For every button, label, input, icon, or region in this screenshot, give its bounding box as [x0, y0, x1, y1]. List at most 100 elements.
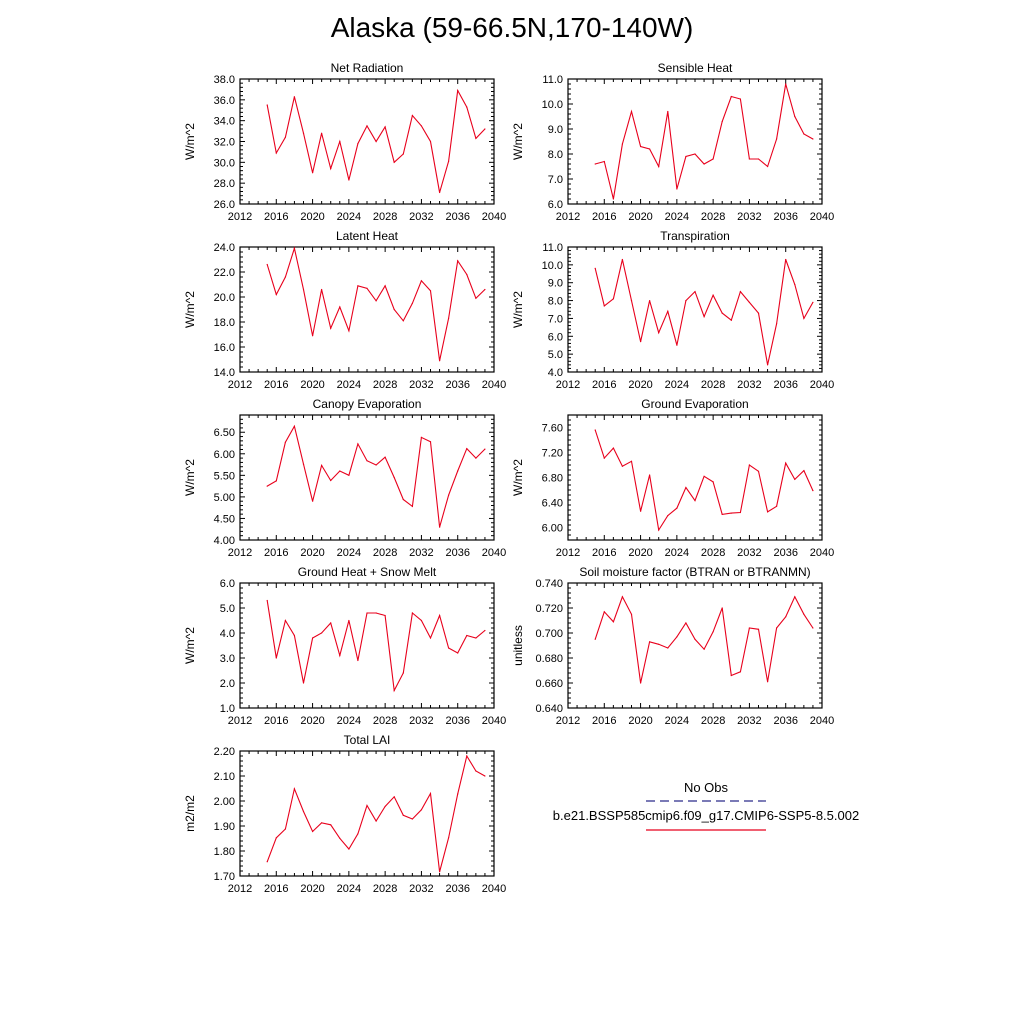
data-point: [366, 460, 368, 462]
x-tick-label: 2024: [337, 211, 361, 223]
y-axis-label: W/m^2: [183, 123, 197, 160]
data-point: [420, 280, 422, 282]
y-tick-label: 22.0: [214, 267, 235, 279]
y-tick-label: 3.0: [220, 653, 235, 665]
y-tick-label: 1.0: [220, 703, 235, 715]
y-tick-label: 9.0: [548, 278, 563, 290]
data-point: [767, 165, 769, 168]
y-tick-label: 11.0: [542, 242, 563, 254]
data-point: [348, 848, 350, 850]
data-point: [439, 526, 441, 528]
data-point: [348, 179, 350, 181]
data-point: [284, 619, 286, 622]
y-tick-label: 38.0: [214, 74, 235, 86]
data-point: [357, 833, 359, 835]
data-point: [776, 627, 778, 629]
data-point: [685, 486, 687, 489]
data-point: [330, 824, 332, 826]
data-point: [594, 163, 596, 165]
data-point: [284, 828, 286, 830]
x-tick-label: 2016: [592, 211, 616, 223]
y-tick-label: 8.0: [548, 296, 563, 308]
data-point: [275, 837, 277, 839]
panel-title: Transpiration: [660, 229, 730, 243]
data-point: [484, 448, 486, 450]
legend-model-label: b.e21.BSSP585cmip6.f09_g17.CMIP6-SSP5-8.…: [553, 808, 859, 823]
data-point: [293, 96, 295, 98]
x-tick-label: 2024: [665, 715, 689, 727]
data-point: [466, 634, 468, 637]
plot-frame: [239, 750, 495, 877]
series-line: [266, 246, 486, 361]
x-tick-label: 2016: [592, 715, 616, 727]
data-point: [384, 805, 386, 808]
panel-title: Soil moisture factor (BTRAN or BTRANMN): [579, 565, 810, 579]
x-tick-label: 2020: [300, 547, 324, 559]
data-point: [676, 636, 678, 638]
y-tick-label: 5.00: [214, 492, 235, 504]
x-tick-label: 2020: [300, 379, 324, 391]
x-tick-label: 2036: [773, 379, 797, 391]
data-point: [266, 104, 268, 106]
plot-frame: [239, 78, 495, 205]
chart-panel-1: Net Radiation W/m^2 2012 2016 2020 2024 2028 20…: [183, 61, 506, 223]
data-point: [266, 263, 268, 266]
data-point: [266, 485, 268, 487]
data-point: [630, 613, 633, 615]
data-point: [284, 441, 286, 443]
data-point: [302, 132, 305, 134]
data-point: [420, 125, 422, 127]
y-tick-label: 34.0: [214, 116, 235, 128]
chart-panel-7: Ground Heat + Snow Melt W/m^2 2012 2016 2020…: [183, 565, 506, 727]
y-tick-label: 0.720: [535, 603, 563, 615]
data-point: [457, 793, 459, 795]
data-point: [429, 290, 432, 292]
x-tick-label: 2036: [445, 883, 469, 895]
data-point: [284, 276, 286, 278]
x-tick-label: 2040: [810, 211, 834, 223]
plot-frame: [567, 246, 823, 373]
data-point: [475, 297, 477, 299]
data-point: [721, 513, 723, 516]
chart-panel-8: Soil moisture factor (BTRAN or BTRANMN) u…: [511, 565, 834, 727]
data-point: [275, 657, 277, 659]
x-tick-label: 2020: [300, 883, 324, 895]
data-point: [429, 792, 432, 795]
data-point: [330, 168, 332, 170]
data-point: [630, 460, 633, 462]
data-point: [767, 511, 769, 513]
data-point: [803, 470, 805, 472]
data-point: [366, 287, 368, 289]
data-point: [812, 490, 814, 492]
chart-panel-4: Transpiration W/m^2 2012 2016 2020 2024 2028 20…: [511, 229, 834, 391]
data-point: [603, 160, 605, 163]
data-point: [721, 607, 723, 609]
data-point: [375, 300, 377, 302]
y-axis-label: W/m^2: [183, 291, 197, 328]
data-point: [803, 613, 805, 615]
x-tick-label: 2016: [264, 547, 288, 559]
data-point: [429, 441, 432, 443]
data-point: [757, 470, 760, 472]
x-tick-label: 2028: [701, 211, 725, 223]
data-point: [348, 474, 350, 476]
y-tick-label: 7.0: [548, 313, 563, 325]
y-axis-label: W/m^2: [511, 459, 525, 496]
data-point: [621, 258, 624, 261]
data-point: [366, 125, 368, 127]
data-point: [785, 258, 787, 261]
x-tick-label: 2016: [264, 715, 288, 727]
data-point: [439, 614, 441, 617]
y-tick-label: 2.20: [214, 746, 235, 758]
data-point: [420, 809, 422, 811]
data-point: [375, 140, 377, 143]
y-tick-label: 7.20: [542, 448, 563, 460]
y-tick-label: 6.0: [548, 331, 563, 343]
data-point: [694, 291, 696, 293]
data-point: [739, 98, 742, 100]
x-tick-label: 2032: [409, 547, 433, 559]
y-tick-label: 1.80: [214, 846, 235, 858]
data-point: [812, 301, 814, 303]
data-point: [384, 285, 386, 287]
data-point: [649, 474, 651, 476]
